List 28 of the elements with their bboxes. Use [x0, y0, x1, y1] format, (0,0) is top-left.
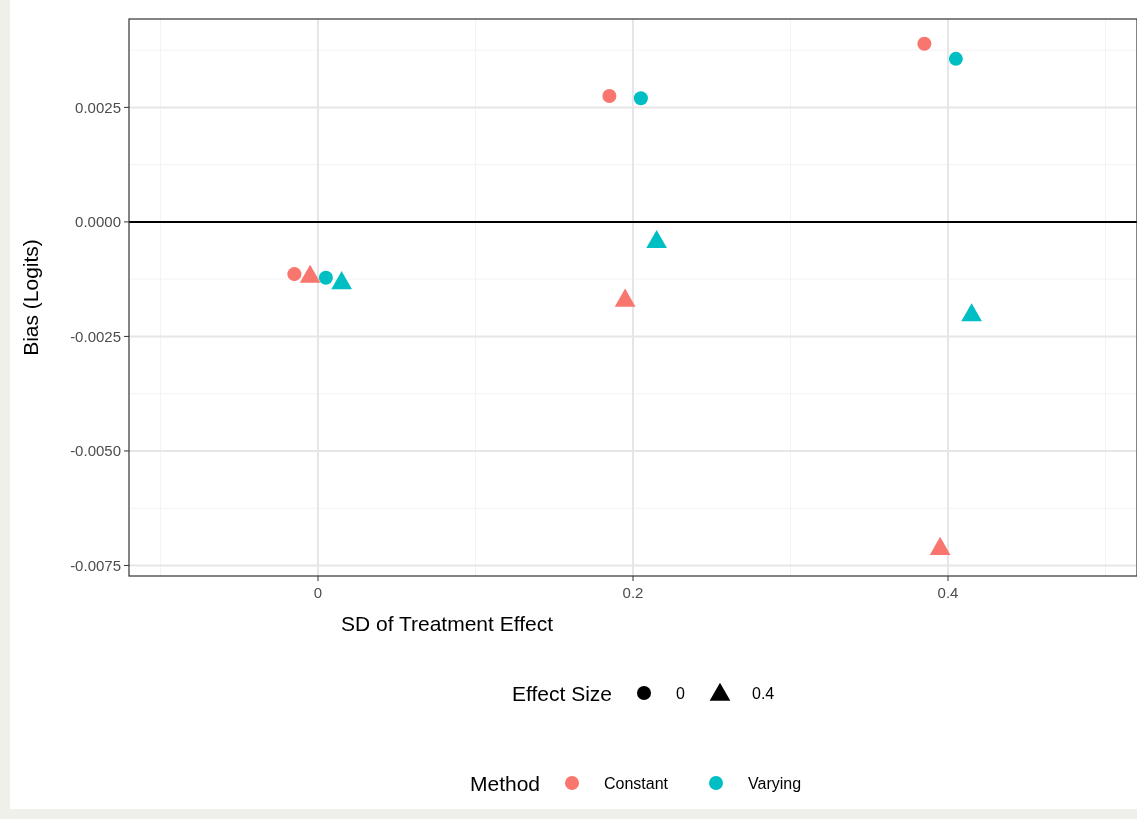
- point: [917, 36, 932, 51]
- point: [318, 270, 333, 285]
- point: [299, 264, 321, 283]
- y-tick-label: -0.0050: [70, 442, 121, 460]
- text: Effect Size: [512, 682, 612, 705]
- x-tick-label: 0: [313, 584, 323, 601]
- x-axis-title: SD of Treatment Effect: [340, 612, 554, 635]
- legend-label: Constant: [604, 775, 669, 792]
- x-tick-label: 0.4: [937, 584, 959, 601]
- legend-label: Varying: [748, 775, 802, 792]
- point: [331, 271, 352, 290]
- y-axis-title: Bias (Logits): [19, 239, 42, 356]
- text: 0: [676, 685, 685, 702]
- x-tick-label: 0.2: [622, 584, 644, 601]
- point: [948, 51, 963, 66]
- point: [961, 303, 982, 322]
- point: [287, 267, 302, 282]
- y-tick-label: -0.0025: [70, 327, 121, 345]
- legend-title: Method: [469, 772, 540, 795]
- y-tick-label: 0.0025: [75, 98, 121, 116]
- y-tick-label: 0.0000: [75, 213, 121, 231]
- point: [602, 88, 617, 103]
- y-tick-label: -0.0075: [70, 556, 121, 574]
- point: [929, 536, 951, 555]
- point: [646, 229, 667, 249]
- text: 0.4: [752, 685, 775, 702]
- point: [614, 288, 636, 307]
- point: [633, 91, 648, 106]
